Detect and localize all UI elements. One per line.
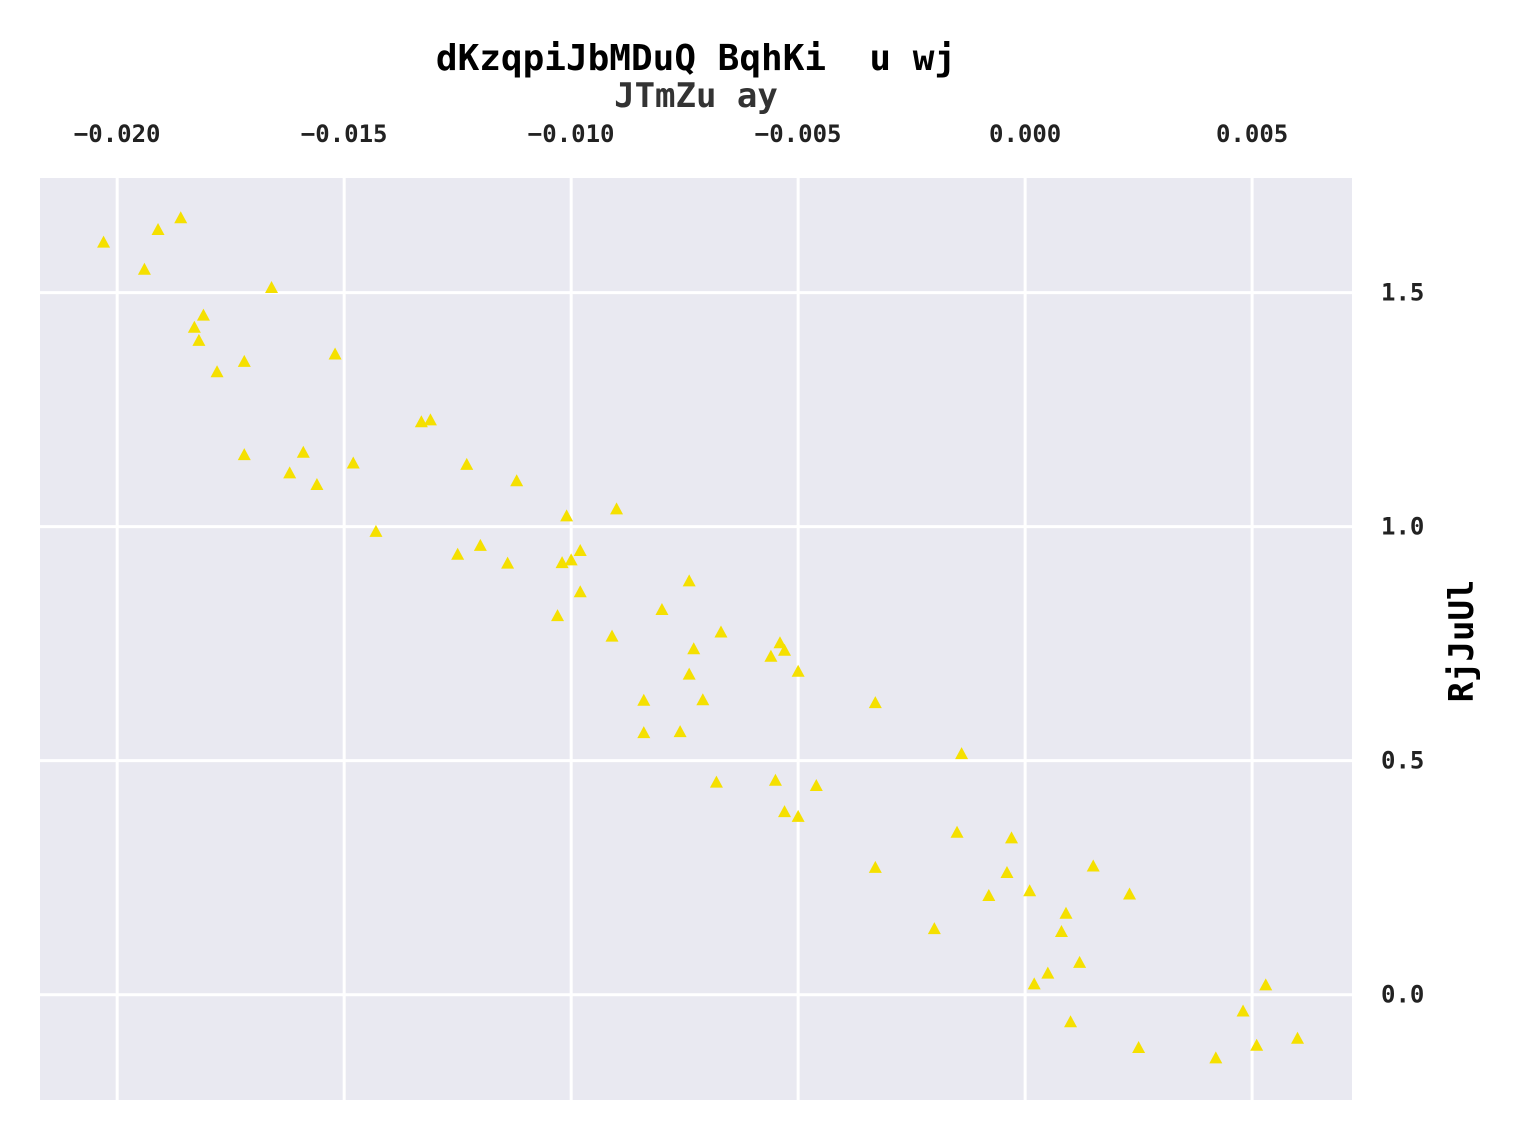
- data-point: [868, 696, 882, 709]
- data-point: [791, 809, 805, 822]
- data-point: [573, 544, 587, 557]
- data-point: [460, 457, 474, 470]
- data-point: [1209, 1051, 1223, 1064]
- data-point: [296, 445, 310, 458]
- data-point: [174, 211, 188, 224]
- x-tick-label: −0.005: [755, 120, 842, 148]
- data-point: [1000, 866, 1014, 879]
- data-point: [1086, 859, 1100, 872]
- data-point: [501, 556, 515, 569]
- x-tick-label: 0.005: [1216, 120, 1288, 148]
- data-point: [1005, 831, 1019, 844]
- data-point: [192, 333, 206, 346]
- data-point: [564, 553, 578, 566]
- data-point: [778, 643, 792, 656]
- data-point: [955, 747, 969, 760]
- data-point: [196, 308, 210, 321]
- data-point: [573, 585, 587, 598]
- data-point: [1123, 887, 1137, 900]
- data-point: [283, 466, 297, 479]
- data-point: [560, 509, 574, 522]
- data-point: [809, 778, 823, 791]
- data-point: [696, 693, 710, 706]
- data-point: [151, 222, 165, 235]
- data-point: [768, 773, 782, 786]
- data-point: [687, 642, 701, 655]
- data-point: [773, 636, 787, 649]
- data-point: [1259, 978, 1273, 991]
- data-point: [637, 726, 651, 739]
- data-point: [673, 725, 687, 738]
- data-point: [927, 922, 941, 935]
- data-point: [473, 538, 487, 551]
- data-point: [682, 574, 696, 587]
- data-point: [637, 693, 651, 706]
- data-point: [510, 474, 524, 487]
- data-point: [682, 667, 696, 680]
- x-tick-label: −0.015: [301, 120, 388, 148]
- data-point: [791, 664, 805, 677]
- data-point: [764, 649, 778, 662]
- data-point: [137, 262, 151, 275]
- data-point: [1073, 955, 1087, 968]
- chart-title: dKzqpiJbMDuQ BqhKi u wj: [435, 38, 957, 79]
- data-point: [1236, 1004, 1250, 1017]
- data-point: [1064, 1015, 1078, 1028]
- data-point: [551, 609, 565, 622]
- y-tick-label: 1.0: [1381, 513, 1424, 541]
- data-point: [1291, 1031, 1305, 1044]
- data-point: [97, 235, 111, 248]
- data-point: [237, 354, 251, 367]
- data-point: [1041, 966, 1055, 979]
- y-tick-label: 0.0: [1381, 981, 1424, 1009]
- data-point: [1027, 977, 1041, 990]
- data-point: [709, 775, 723, 788]
- y-tick-label: 0.5: [1381, 747, 1424, 775]
- data-point: [310, 478, 324, 491]
- data-point: [423, 413, 437, 426]
- data-point: [346, 456, 360, 469]
- data-point: [1132, 1041, 1146, 1054]
- data-point: [1059, 906, 1073, 919]
- data-point: [655, 602, 669, 615]
- data-point: [210, 365, 224, 378]
- data-point: [714, 625, 728, 638]
- x-tick-label: −0.010: [528, 120, 615, 148]
- data-point: [982, 888, 996, 901]
- data-point: [451, 547, 465, 560]
- data-point: [1023, 884, 1037, 897]
- data-point: [328, 347, 342, 360]
- data-point: [610, 502, 624, 515]
- data-point: [950, 825, 964, 838]
- data-point: [237, 448, 251, 461]
- data-point: [778, 805, 792, 818]
- data-point: [1250, 1038, 1264, 1051]
- plot-background: [40, 178, 1352, 1100]
- data-point: [369, 524, 383, 537]
- y-tick-label: 1.5: [1381, 279, 1424, 307]
- x-tick-label: −0.020: [74, 120, 161, 148]
- data-point: [1054, 924, 1068, 937]
- x-tick-label: 0.000: [989, 120, 1061, 148]
- data-point: [187, 320, 201, 333]
- data-point: [605, 629, 619, 642]
- x-axis-label: JTmZu ay: [614, 76, 778, 116]
- data-point: [265, 280, 279, 293]
- data-point: [868, 860, 882, 873]
